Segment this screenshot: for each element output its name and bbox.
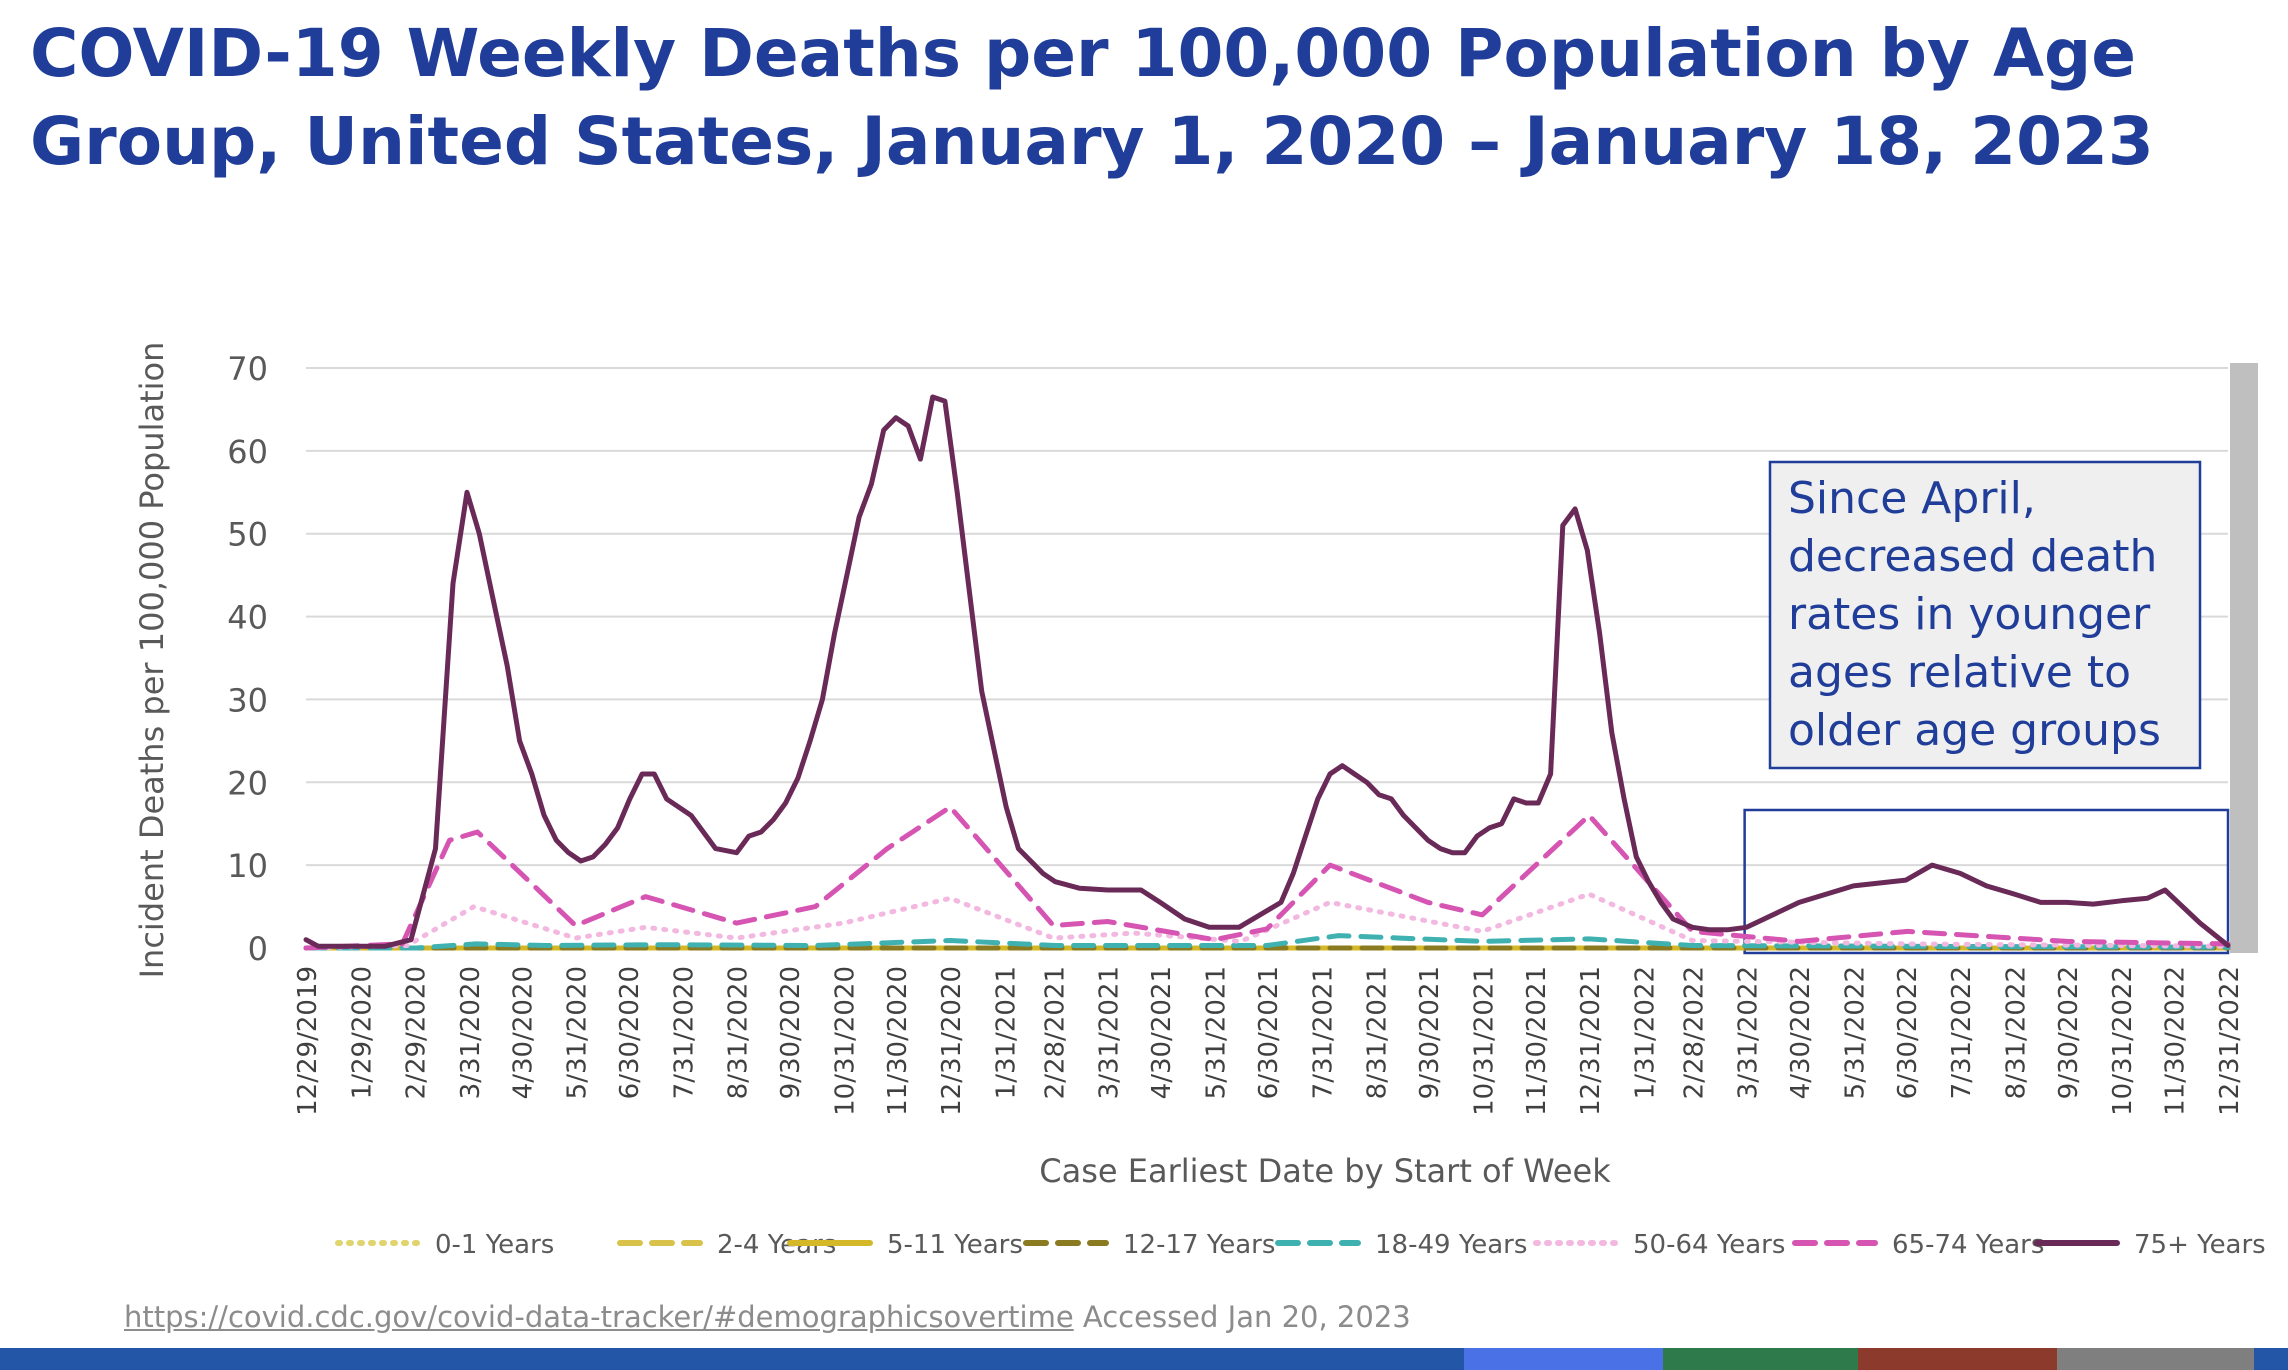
series-line-18-49-years bbox=[303, 933, 2231, 951]
x-tick-label: 5/31/2021 bbox=[1201, 966, 1231, 1099]
y-axis-title: Incident Deaths per 100,000 Population bbox=[133, 342, 171, 979]
x-tick-label: 9/30/2021 bbox=[1415, 966, 1445, 1099]
callout-text-line: ages relative to bbox=[1788, 647, 2131, 698]
footer-segment bbox=[2253, 1348, 2288, 1370]
x-tick-label: 12/31/2021 bbox=[1576, 966, 1606, 1116]
x-tick-label: 12/29/2019 bbox=[293, 966, 323, 1116]
footer-segment bbox=[1857, 1348, 2058, 1370]
x-tick-label: 4/30/2020 bbox=[508, 966, 538, 1099]
x-tick-label: 1/31/2021 bbox=[991, 966, 1021, 1099]
x-tick-label: 2/28/2021 bbox=[1040, 966, 1070, 1099]
callout-text-line: older age groups bbox=[1788, 705, 2161, 756]
footer-segment bbox=[1464, 1348, 1665, 1370]
y-tick-label: 50 bbox=[227, 516, 268, 554]
source-accessed-note: Accessed Jan 20, 2023 bbox=[1082, 1300, 1411, 1334]
series-line-50-64-years bbox=[303, 891, 2231, 951]
footer-segment bbox=[1663, 1348, 1859, 1370]
x-tick-label: 8/31/2021 bbox=[1363, 966, 1393, 1099]
x-tick-label: 8/31/2020 bbox=[724, 966, 754, 1099]
scroll-shade-bar bbox=[2230, 363, 2258, 953]
x-tick-label: 10/31/2020 bbox=[830, 966, 860, 1116]
x-tick-label: 10/31/2021 bbox=[1469, 966, 1499, 1116]
x-tick-label: 1/31/2022 bbox=[1630, 966, 1660, 1099]
y-tick-label: 0 bbox=[248, 930, 268, 968]
footer-color-bar bbox=[0, 1348, 2288, 1370]
x-tick-label: 7/31/2020 bbox=[669, 966, 699, 1099]
x-tick-label: 11/30/2022 bbox=[2161, 966, 2191, 1116]
callout-text-line: decreased death bbox=[1788, 531, 2157, 582]
x-tick-label: 3/31/2021 bbox=[1095, 966, 1125, 1099]
legend-label-50-64-years: 50-64 Years bbox=[1633, 1230, 1785, 1260]
x-tick-label: 2/28/2022 bbox=[1679, 966, 1709, 1099]
x-tick-label: 4/30/2021 bbox=[1147, 966, 1177, 1099]
x-tick-label: 3/31/2022 bbox=[1734, 966, 1764, 1099]
highlight-box bbox=[1743, 808, 2230, 955]
callout-text-line: Since April, bbox=[1788, 473, 2036, 524]
callout-text-line: rates in younger bbox=[1788, 589, 2151, 640]
x-tick-label: 12/31/2022 bbox=[2215, 966, 2245, 1116]
x-tick-label: 1/29/2020 bbox=[347, 966, 377, 1099]
x-tick-label: 5/31/2020 bbox=[563, 966, 593, 1099]
line-chart: 0 10 20 30 40 50 60 70 12/29/2019 1/29/2020 2/29/2… bbox=[133, 342, 2266, 1260]
legend-label-12-17-years: 12-17 Years bbox=[1123, 1230, 1275, 1260]
x-tick-label: 9/30/2020 bbox=[776, 966, 806, 1099]
legend-label-18-49-years: 18-49 Years bbox=[1375, 1230, 1527, 1260]
x-tick-label: 2/29/2020 bbox=[402, 966, 432, 1099]
source-link[interactable]: https://covid.cdc.gov/covid-data-tracker… bbox=[124, 1300, 1074, 1334]
series-line-65-74-years bbox=[303, 804, 2231, 951]
x-tick-label: 11/30/2020 bbox=[883, 966, 913, 1116]
legend-label-5-11-years: 5-11 Years bbox=[887, 1230, 1023, 1260]
y-tick-label: 30 bbox=[227, 681, 268, 719]
source-line: https://covid.cdc.gov/covid-data-tracker… bbox=[124, 1300, 1411, 1334]
x-tick-label: 6/30/2022 bbox=[1893, 966, 1923, 1099]
series-line-75-years bbox=[303, 394, 2231, 949]
y-tick-label: 20 bbox=[227, 764, 268, 802]
footer-segment bbox=[2056, 1348, 2255, 1370]
x-tick-label: 10/31/2022 bbox=[2108, 966, 2138, 1116]
x-axis-title: Case Earliest Date by Start of Week bbox=[1039, 1152, 1611, 1190]
callout-text: Since April, decreased death rates in youn… bbox=[1788, 473, 2161, 756]
x-tick-label: 8/31/2022 bbox=[2001, 966, 2031, 1099]
x-tick-label: 3/31/2020 bbox=[456, 966, 486, 1099]
x-tick-label: 7/31/2021 bbox=[1308, 966, 1338, 1099]
x-tick-label: 11/30/2021 bbox=[1522, 966, 1552, 1116]
legend-label-75-years: 75+ Years bbox=[2134, 1230, 2266, 1260]
x-tick-label: 6/30/2021 bbox=[1254, 966, 1284, 1099]
footer-segment bbox=[0, 1348, 1466, 1370]
x-tick-label: 5/31/2022 bbox=[1840, 966, 1870, 1099]
y-tick-label: 40 bbox=[227, 599, 268, 637]
legend-label-65-74-years: 65-74 Years bbox=[1892, 1230, 2044, 1260]
y-tick-label: 70 bbox=[227, 350, 268, 388]
x-tick-label: 4/30/2022 bbox=[1786, 966, 1816, 1099]
x-tick-label: 7/31/2022 bbox=[1947, 966, 1977, 1099]
slide-title: COVID-19 Weekly Deaths per 100,000 Popul… bbox=[30, 15, 2154, 180]
x-tick-label: 6/30/2020 bbox=[615, 966, 645, 1099]
y-tick-label: 60 bbox=[227, 433, 268, 471]
callout-box bbox=[1768, 460, 2202, 770]
legend-label-0-1-years: 0-1 Years bbox=[435, 1230, 554, 1260]
y-tick-label: 10 bbox=[227, 847, 268, 885]
x-tick-label: 9/30/2022 bbox=[2054, 966, 2084, 1099]
x-tick-label: 12/31/2020 bbox=[937, 966, 967, 1116]
